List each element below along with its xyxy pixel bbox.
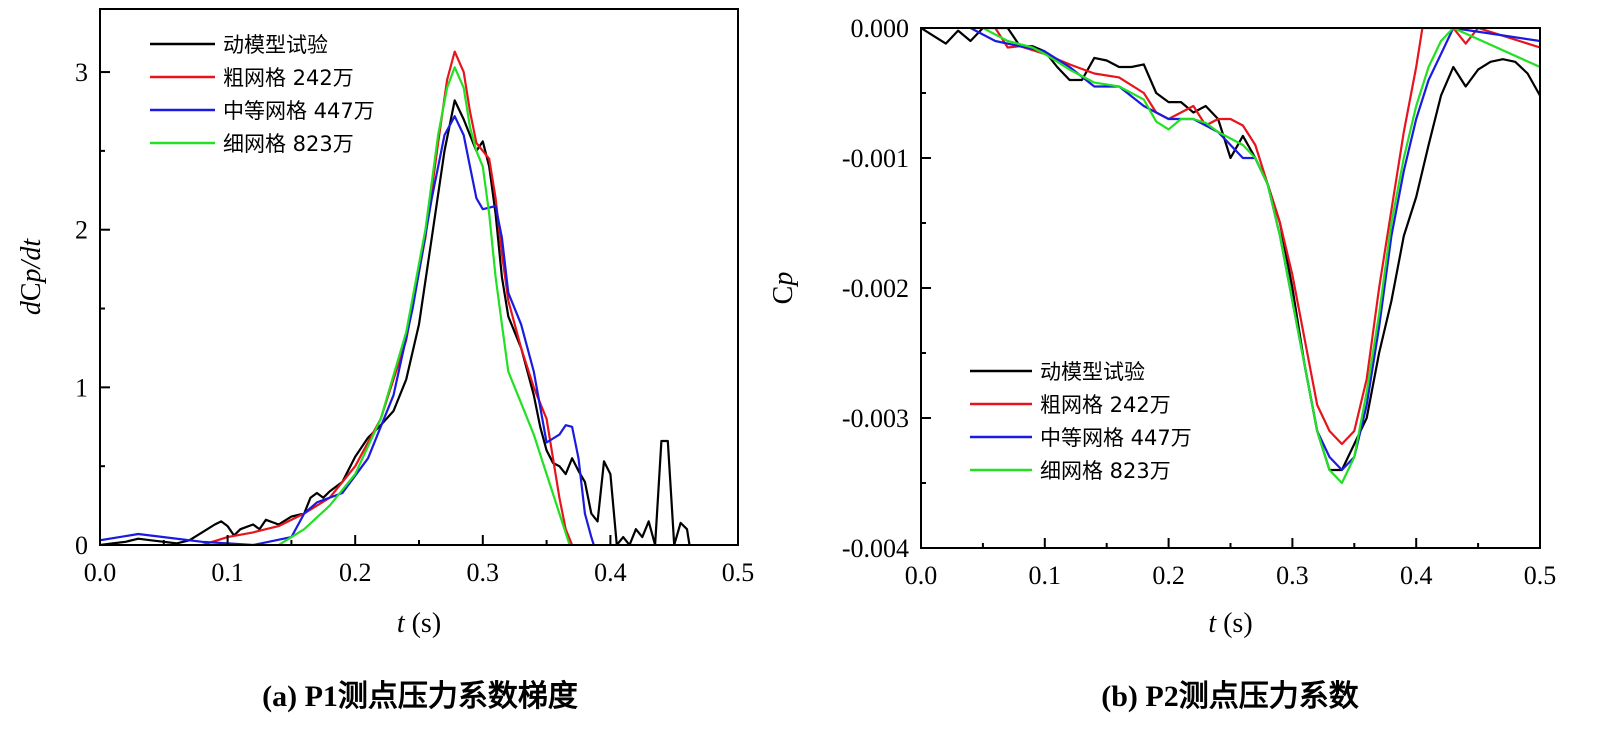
legend-label: 中等网格 447万 <box>1040 426 1192 450</box>
series-line-fine <box>277 66 571 545</box>
y-tick-label: -0.004 <box>842 534 909 563</box>
series-group <box>921 28 1540 485</box>
x-tick-label: 0.5 <box>1524 561 1557 590</box>
legend-label: 动模型试验 <box>223 33 328 57</box>
legend-label: 粗网格 242万 <box>1040 393 1171 417</box>
x-tick-label: 0.3 <box>1276 561 1309 590</box>
x-tick-label: 0.1 <box>1029 561 1062 590</box>
series-line-medium <box>100 115 595 545</box>
y-tick-label: 2 <box>75 216 88 245</box>
chart-panel-b: 0.0 0.1 0.2 0.3 0.4 0.5 0.000 -0.001 -0.002 -0.00… <box>768 14 1556 713</box>
x-tick-label: 0.4 <box>1400 561 1433 590</box>
x-tick-label: 0.4 <box>594 558 627 587</box>
chart-panel-a: 0.0 0.1 0.2 0.3 0.4 0.5 0 1 2 3 t (s) dCp/dt 动模型试验粗网… <box>16 8 755 713</box>
x-tick-label: 0.2 <box>1152 561 1185 590</box>
x-tick-label: 0.0 <box>84 558 117 587</box>
x-tick-label: 0.5 <box>722 558 755 587</box>
y-tick-label: -0.002 <box>842 274 909 303</box>
y-tick-label: -0.003 <box>842 404 909 433</box>
x-axis-label: t (s) <box>1208 608 1252 639</box>
legend-label: 粗网格 242万 <box>223 66 354 90</box>
y-tick-label: 3 <box>75 58 88 87</box>
legend-label: 细网格 823万 <box>223 132 354 156</box>
series-group <box>100 50 691 545</box>
panel-caption: (b) P2测点压力系数 <box>1101 680 1359 713</box>
y-axis-label: dCp/dt <box>16 238 47 315</box>
legend-label: 动模型试验 <box>1040 360 1145 384</box>
series-line-fine <box>981 28 1540 485</box>
x-tick-label: 0.0 <box>905 561 938 590</box>
y-tick-label: 0 <box>75 531 88 560</box>
y-axis-label: Cp <box>768 272 799 305</box>
y-tick-label: -0.001 <box>842 144 909 173</box>
legend-label: 中等网格 447万 <box>223 99 375 123</box>
x-axis-label: t (s) <box>397 608 441 639</box>
panel-caption: (a) P1测点压力系数梯度 <box>262 680 578 713</box>
y-tick-label: 1 <box>75 373 88 402</box>
legend-label: 细网格 823万 <box>1040 459 1171 483</box>
x-tick-label: 0.1 <box>211 558 244 587</box>
x-tick-label: 0.3 <box>467 558 500 587</box>
series-line-coarse <box>201 50 574 545</box>
y-tick-label: 0.000 <box>851 14 910 43</box>
series-line-experiment <box>100 99 691 545</box>
x-tick-label: 0.2 <box>339 558 372 587</box>
